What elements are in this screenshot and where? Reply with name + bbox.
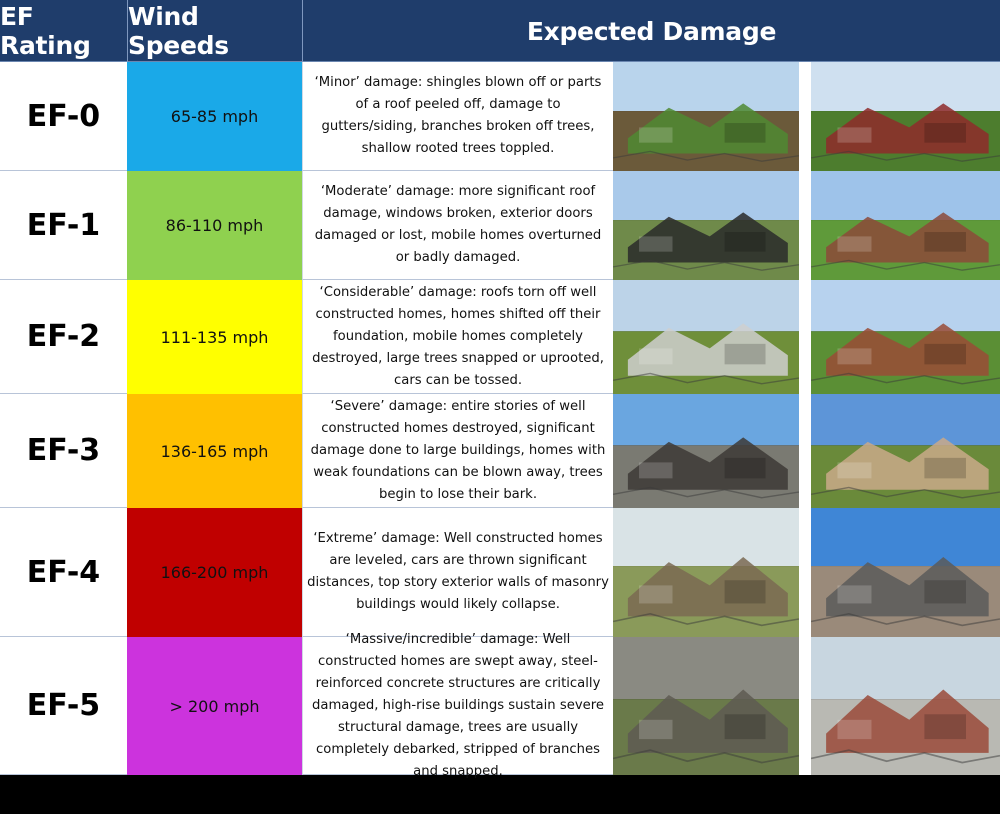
expected-damage-cell: ‘Severe’ damage: entire stories of well … xyxy=(302,394,613,508)
header-divider xyxy=(302,0,303,62)
photo-broken-trees xyxy=(613,62,799,171)
ef-rating-cell: EF-2 xyxy=(0,280,127,394)
photo-damaged-brick-house xyxy=(811,171,1000,280)
ef-rating-cell: EF-3 xyxy=(0,394,127,508)
table-row: EF-4 166-200 mph ‘Extreme’ damage: Well … xyxy=(0,508,1000,637)
photo-destroyed-mobile-home-debris xyxy=(613,280,799,394)
header-expected-damage: Expected Damage xyxy=(526,16,777,46)
wind-speed-cell: 65-85 mph xyxy=(127,62,302,171)
photo-leveled-buildings xyxy=(811,508,1000,637)
table-row: EF-1 86-110 mph ‘Moderate’ damage: more … xyxy=(0,171,1000,280)
ef-rating-cell: EF-0 xyxy=(0,62,127,171)
wind-speed-cell: > 200 mph xyxy=(127,637,302,775)
photo-divider xyxy=(799,171,811,280)
expected-damage-cell: ‘Minor’ damage: shingles blown off or pa… xyxy=(302,62,613,171)
expected-damage-cell: ‘Massive/incredible’ damage: Well constr… xyxy=(302,632,613,779)
photo-scoured-road xyxy=(613,637,799,775)
expected-damage-cell: ‘Extreme’ damage: Well constructed homes… xyxy=(302,508,613,637)
photo-overturned-trailer xyxy=(613,171,799,280)
ef-rating-cell: EF-1 xyxy=(0,171,127,280)
wind-speed-cell: 136-165 mph xyxy=(127,394,302,508)
table-row: EF-2 111-135 mph ‘Considerable’ damage: … xyxy=(0,280,1000,394)
photo-swept-foundation xyxy=(811,637,1000,775)
wind-speed-cell: 86-110 mph xyxy=(127,171,302,280)
photo-destroyed-homes-cars xyxy=(811,394,1000,508)
photo-damaged-large-building xyxy=(613,394,799,508)
header-ef-rating: EF Rating xyxy=(0,2,91,60)
ef-rating-cell: EF-5 xyxy=(0,637,127,775)
photo-divider xyxy=(799,508,811,637)
photo-divider xyxy=(799,280,811,394)
photo-divider xyxy=(799,637,811,775)
expected-damage-cell: ‘Moderate’ damage: more significant roof… xyxy=(302,171,613,280)
wind-speed-cell: 111-135 mph xyxy=(127,280,302,394)
table-row: EF-0 65-85 mph ‘Minor’ damage: shingles … xyxy=(0,62,1000,171)
ef-scale-table: EF Rating Wind Speeds Expected Damage EF… xyxy=(0,0,1000,779)
header-wind-speeds: Wind Speeds xyxy=(128,2,229,60)
photo-uprooted-tree-wrecked-car xyxy=(613,508,799,637)
wind-speed-cell: 166-200 mph xyxy=(127,508,302,637)
table-header: EF Rating Wind Speeds Expected Damage xyxy=(0,0,1000,62)
photo-damaged-red-barn xyxy=(811,62,1000,171)
table-row: EF-3 136-165 mph ‘Severe’ damage: entire… xyxy=(0,394,1000,508)
photo-divider xyxy=(799,62,811,171)
expected-damage-cell: ‘Considerable’ damage: roofs torn off we… xyxy=(302,280,613,394)
photo-divider xyxy=(799,394,811,508)
table-row: EF-5 > 200 mph ‘Massive/incredible’ dama… xyxy=(0,632,1000,779)
ef-rating-cell: EF-4 xyxy=(0,508,127,637)
photo-roofless-brick-house xyxy=(811,280,1000,394)
header-divider xyxy=(127,0,128,62)
